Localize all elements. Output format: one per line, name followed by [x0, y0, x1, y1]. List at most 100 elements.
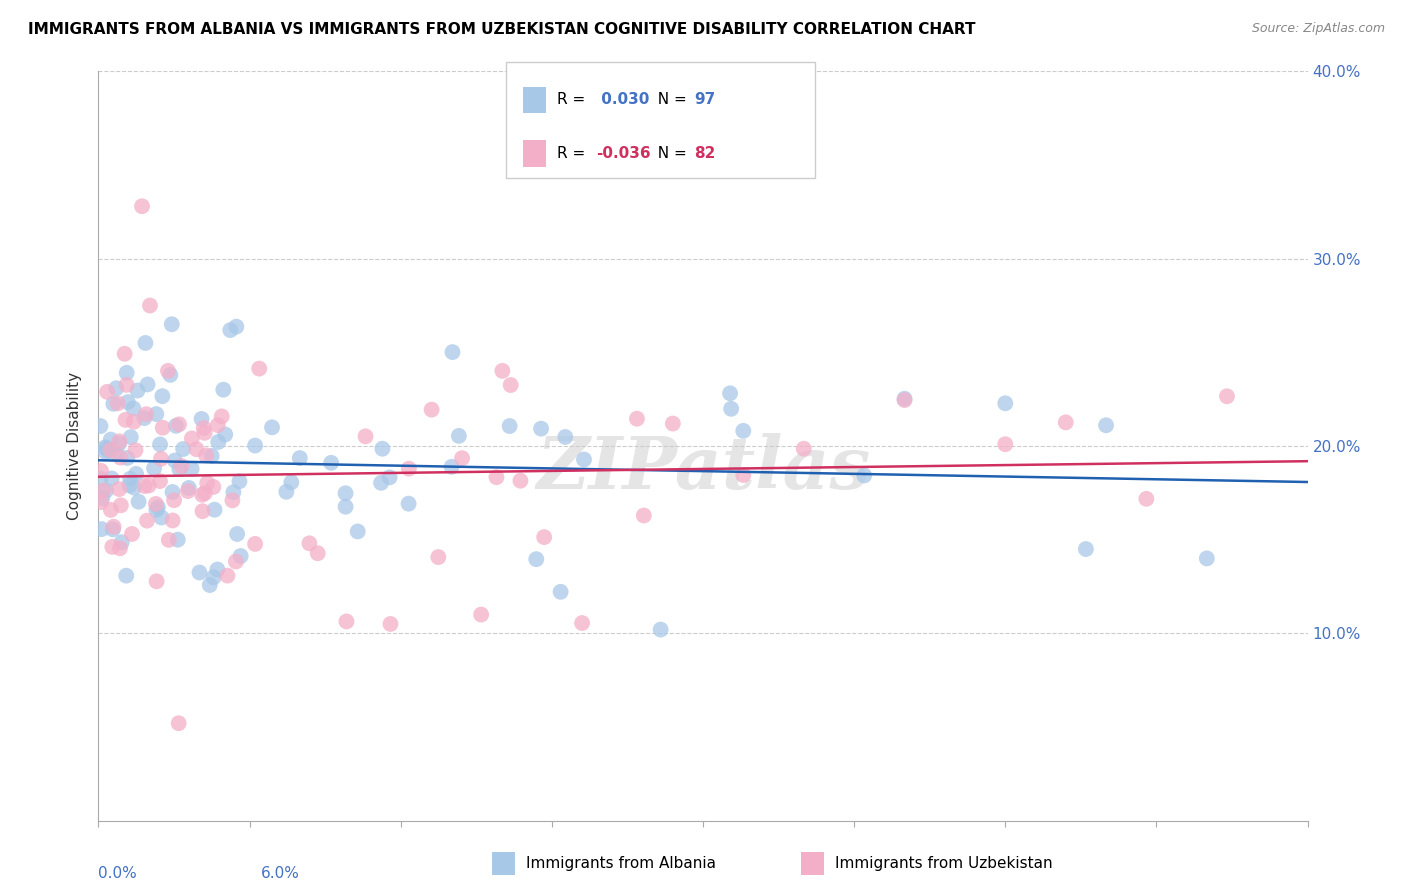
Point: [198, 578, 221, 592]
Point: [134, 411, 156, 425]
Point: [166, 533, 188, 547]
Point: [260, 420, 283, 434]
Point: [180, 462, 202, 476]
Point: [207, 418, 229, 433]
Point: [163, 453, 186, 467]
Point: [114, 347, 136, 361]
Point: [121, 527, 143, 541]
Point: [212, 383, 235, 397]
Point: [122, 481, 145, 495]
Point: [321, 456, 343, 470]
Point: [165, 418, 187, 433]
Point: [335, 486, 357, 500]
Point: [280, 475, 302, 490]
Point: [125, 467, 148, 481]
Point: [117, 450, 139, 465]
Point: [90, 495, 112, 509]
Point: [509, 474, 531, 488]
Point: [447, 429, 470, 443]
Point: [191, 504, 214, 518]
Point: [162, 485, 184, 500]
Point: [131, 199, 153, 213]
Point: [107, 396, 129, 410]
Point: [169, 462, 191, 476]
Point: [371, 442, 394, 456]
Point: [136, 377, 159, 392]
Point: [96, 384, 118, 399]
Point: [138, 478, 160, 492]
Point: [100, 503, 122, 517]
Point: [243, 438, 266, 452]
Point: [108, 434, 131, 449]
Point: [221, 493, 243, 508]
Point: [554, 430, 576, 444]
Point: [177, 484, 200, 499]
Point: [662, 417, 685, 431]
Point: [1216, 389, 1239, 403]
Text: 82: 82: [695, 146, 716, 161]
Point: [202, 570, 225, 584]
Point: [134, 479, 156, 493]
Point: [571, 615, 593, 630]
Point: [572, 452, 595, 467]
Point: [226, 527, 249, 541]
Point: [115, 377, 138, 392]
Y-axis label: Cognitive Disability: Cognitive Disability: [67, 372, 83, 520]
Point: [1135, 491, 1157, 506]
Point: [378, 470, 401, 484]
Point: [190, 412, 212, 426]
Point: [145, 574, 167, 589]
Text: 97: 97: [695, 93, 716, 107]
Text: R =: R =: [557, 146, 591, 161]
Point: [118, 478, 141, 492]
Point: [217, 568, 239, 582]
Point: [194, 486, 217, 500]
Point: [91, 491, 114, 506]
Point: [101, 523, 124, 537]
Point: [162, 513, 184, 527]
Point: [346, 524, 368, 539]
Point: [124, 443, 146, 458]
Point: [994, 437, 1017, 451]
Point: [170, 458, 193, 473]
Point: [720, 401, 742, 416]
Text: 6.0%: 6.0%: [262, 865, 299, 880]
Point: [128, 494, 150, 508]
Point: [440, 459, 463, 474]
Point: [491, 364, 513, 378]
Point: [207, 434, 229, 449]
Point: [243, 537, 266, 551]
Point: [186, 442, 208, 457]
Text: 0.0%: 0.0%: [98, 865, 138, 880]
Point: [1074, 542, 1097, 557]
Point: [103, 397, 125, 411]
Point: [103, 519, 125, 533]
Point: [204, 502, 226, 516]
Point: [122, 401, 145, 416]
Point: [180, 431, 202, 445]
Point: [222, 485, 245, 500]
Point: [117, 395, 139, 409]
Point: [139, 298, 162, 313]
Point: [134, 336, 156, 351]
Point: [91, 483, 114, 498]
Point: [499, 378, 522, 392]
Text: Immigrants from Albania: Immigrants from Albania: [526, 856, 716, 871]
Point: [398, 497, 420, 511]
Point: [1195, 551, 1218, 566]
Point: [214, 427, 236, 442]
Point: [793, 442, 815, 456]
Point: [114, 413, 136, 427]
Point: [380, 617, 402, 632]
Point: [152, 421, 174, 435]
Point: [276, 484, 298, 499]
Point: [157, 533, 180, 547]
Point: [100, 471, 122, 485]
Point: [195, 449, 218, 463]
Point: [228, 475, 250, 489]
Point: [167, 417, 190, 432]
Point: [90, 464, 112, 478]
Point: [219, 323, 242, 337]
Point: [994, 396, 1017, 410]
Point: [172, 442, 194, 456]
